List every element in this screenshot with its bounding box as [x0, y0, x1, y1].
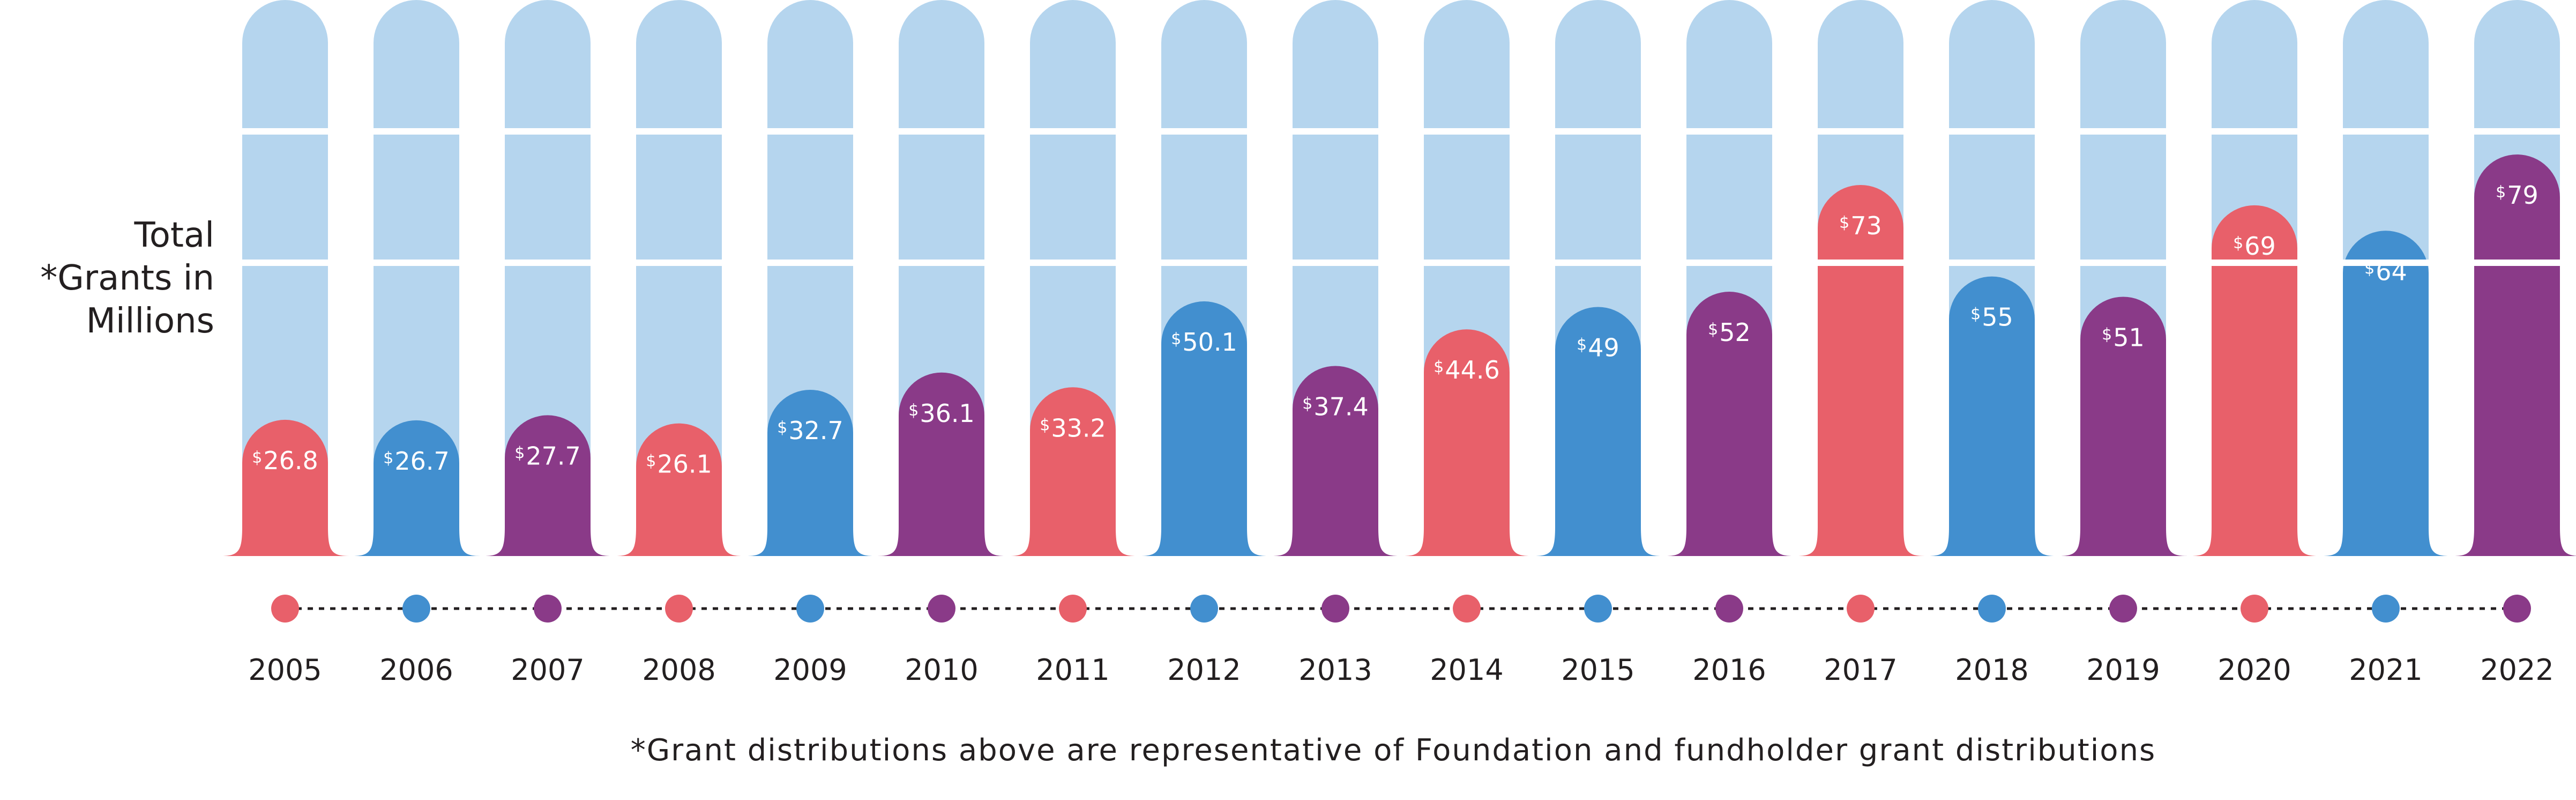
year-labels: 2005 2006 2007 2008 2009 2010 2011 2012 2013 2014…: [248, 653, 2553, 687]
year-label-2008: 2008: [642, 653, 715, 687]
bar-2014: [1402, 329, 1531, 556]
year-label-2020: 2020: [2217, 653, 2291, 687]
bar-2020: [2190, 205, 2319, 556]
year-label-2005: 2005: [248, 653, 322, 687]
timeline-dot-2008: [665, 595, 693, 623]
bar-value-label-2015: $49: [1577, 333, 1619, 362]
bar-value-label-2019: $51: [2102, 323, 2145, 352]
timeline-dot-2013: [1321, 595, 1349, 623]
timeline-dot-2006: [402, 595, 430, 623]
bar-value-label-2022: $79: [2496, 181, 2538, 210]
footnote: *Grant distributions above are represent…: [631, 733, 2156, 768]
bar-2022: [2453, 154, 2576, 556]
bar-2021: [2321, 231, 2450, 556]
timeline-dot-2020: [2241, 595, 2268, 623]
bar-value-label-2009: $32.7: [777, 416, 843, 445]
bar-value-label-2005: $26.8: [252, 446, 318, 475]
bar-2010: [877, 372, 1006, 556]
bar-value-label-2011: $33.2: [1040, 413, 1106, 442]
y-axis-label-line-3: Millions: [86, 301, 214, 341]
bar-value-label-2018: $55: [1970, 303, 2013, 332]
timeline-dot-2016: [1715, 595, 1743, 623]
bar-2019: [2059, 297, 2187, 556]
bar-2018: [1928, 276, 2056, 556]
year-label-2015: 2015: [1561, 653, 1634, 687]
year-label-2019: 2019: [2086, 653, 2160, 687]
timeline-dot-2012: [1190, 595, 1218, 623]
timeline-dot-2022: [2503, 595, 2531, 623]
year-label-2012: 2012: [1167, 653, 1241, 687]
timeline-dot-2019: [2109, 595, 2137, 623]
year-label-2011: 2011: [1036, 653, 1109, 687]
bar-2008: [615, 423, 743, 556]
year-label-2009: 2009: [773, 653, 847, 687]
year-label-2014: 2014: [1430, 653, 1503, 687]
timeline: [271, 595, 2531, 623]
bar-value-label-2014: $44.6: [1433, 355, 1500, 384]
bar-2016: [1665, 292, 1794, 556]
bar-2015: [1534, 307, 1662, 556]
bar-2011: [1009, 387, 1137, 556]
bar-value-label-2008: $26.1: [646, 450, 712, 479]
timeline-dot-2017: [1847, 595, 1875, 623]
timeline-dot-2005: [271, 595, 299, 623]
bar-2013: [1271, 366, 1400, 556]
bar-2012: [1140, 301, 1268, 556]
bar-value-label-2017: $73: [1839, 211, 1882, 240]
year-label-2017: 2017: [1824, 653, 1897, 687]
bar-value-label-2012: $50.1: [1171, 328, 1237, 357]
timeline-dot-2018: [1978, 595, 2006, 623]
year-label-2010: 2010: [905, 653, 978, 687]
year-label-2022: 2022: [2480, 653, 2553, 687]
year-label-2018: 2018: [1955, 653, 2028, 687]
bar-value-label-2020: $69: [2233, 232, 2276, 261]
bar-value-label-2016: $52: [1708, 318, 1751, 347]
bar-track-2006: [374, 0, 459, 556]
year-label-2016: 2016: [1692, 653, 1766, 687]
y-axis-label-line-1: Total: [134, 216, 214, 255]
timeline-dot-2015: [1584, 595, 1612, 623]
bar-value-label-2010: $36.1: [908, 399, 975, 428]
y-axis-label-line-2: *Grants in: [40, 258, 214, 298]
bar-value-label-2007: $27.7: [514, 441, 581, 470]
bar-track-2005: [242, 0, 328, 556]
bar-2017: [1796, 184, 1925, 557]
timeline-dot-2010: [928, 595, 955, 623]
bar-value-label-2006: $26.7: [383, 447, 450, 476]
bar-2009: [746, 390, 875, 556]
timeline-dot-2014: [1453, 595, 1481, 623]
timeline-dot-2011: [1059, 595, 1087, 623]
bar-track-2007: [505, 0, 591, 556]
bar-value-label-2013: $37.4: [1302, 392, 1369, 421]
bar-track-2008: [636, 0, 722, 556]
year-label-2013: 2013: [1298, 653, 1372, 687]
bars-layer: $26.8 $26.7 $27.7 $26.1 $32.7 $36.1 $33.2 $50.1…: [221, 0, 2576, 557]
bar-2006: [352, 420, 481, 556]
bar-2005: [221, 419, 349, 556]
timeline-dot-2007: [534, 595, 562, 623]
timeline-dot-2021: [2372, 595, 2400, 623]
timeline-dot-2009: [796, 595, 824, 623]
year-label-2007: 2007: [511, 653, 584, 687]
year-label-2021: 2021: [2349, 653, 2422, 687]
year-label-2006: 2006: [379, 653, 453, 687]
bar-2007: [483, 415, 612, 556]
